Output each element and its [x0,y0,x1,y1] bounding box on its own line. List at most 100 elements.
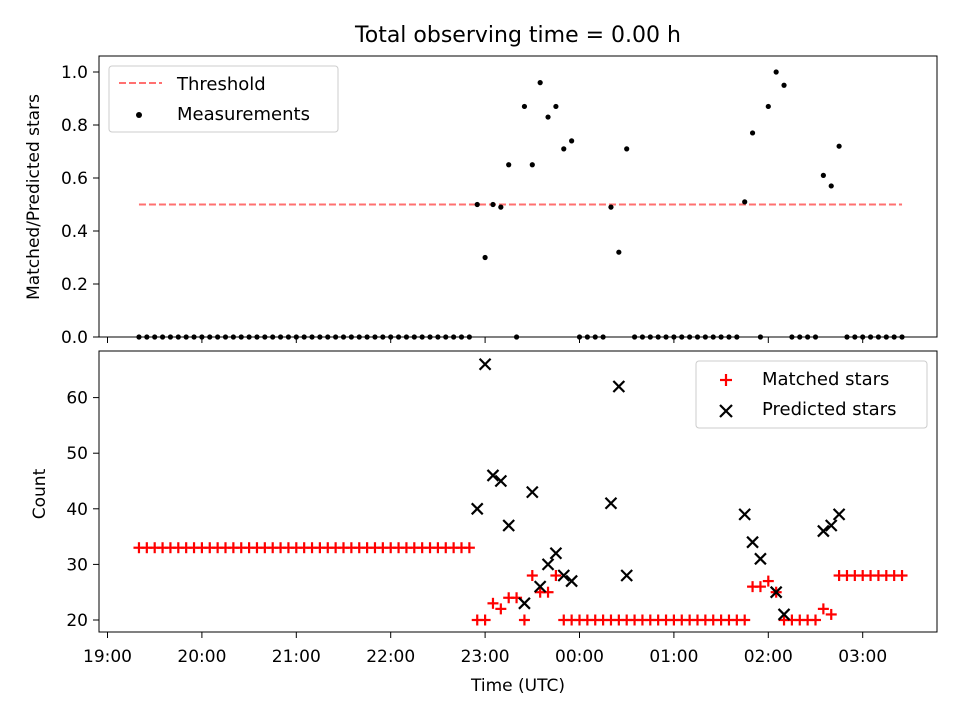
bottom-x-tick: 19:00 [83,632,132,667]
chart-title: Total observing time = 0.00 h [354,23,681,48]
predicted-legend-swatch [719,404,733,418]
predicted-star-point [754,552,767,566]
bottom-x-ticks: 19:00 20:00 21:00 22:00 23:00 00:00 01:00 02:00… [83,632,887,667]
predicted-star-point [769,585,783,599]
top-x-ticks [107,337,864,343]
predicted-star-point [486,469,500,482]
measurement-point [506,162,512,168]
measurement-point [608,204,614,210]
matched-star-point [762,575,774,587]
bottom-legend-box [695,360,928,429]
predicted-star-point [620,569,633,582]
predicted-star-point [817,524,830,538]
matched-star-point [487,597,499,609]
top-y-tick: 1.0 [61,63,99,83]
matched-legend-swatch [720,374,732,386]
bottom-x-tick-label: 22:00 [366,647,415,667]
predicted-star-point [518,597,531,610]
predicted-star-point [470,502,484,516]
matched-star-point [463,542,475,554]
predicted-star-point [824,519,838,532]
matched-star-point [495,603,507,615]
matched-star-point [810,614,821,626]
predicted-star-point [604,496,618,510]
bottom-x-tick: 21:00 [272,632,321,667]
measurement-point [749,130,756,136]
top-axes-frame [98,55,938,338]
top-y-tick-label: 0.4 [61,222,88,242]
top-y-tick-label: 0.6 [61,169,88,189]
measurement-point [545,114,551,120]
bottom-y-tick-label: 20 [66,611,88,631]
bottom-x-tick: 23:00 [461,632,510,667]
predicted-star-point [526,485,539,499]
matched-star-point [518,614,530,626]
predicted-star-point [832,508,846,521]
measurement-point [820,172,826,178]
predicted-star-point [746,535,759,549]
measurement-point [553,103,559,110]
top-y-tick-label: 0.0 [61,328,88,348]
measurement-point [490,201,496,208]
top-y-tick: 0.6 [61,169,99,189]
bottom-y-tick-label: 50 [66,444,88,464]
measurements-legend-label: Measurements [177,104,310,125]
top-y-tick-label: 0.2 [61,275,88,295]
predicted-star-point [541,558,555,571]
bottom-legend: Matched stars Predicted stars [695,360,928,429]
bottom-y-tick: 60 [66,389,99,409]
bottom-x-tick-label: 19:00 [83,647,132,667]
top-y-ticks: 0.0 0.2 0.4 0.6 0.8 1.0 [61,63,99,348]
measurement-point [482,254,488,261]
matched-star-point [479,614,491,626]
measurement-point [765,103,771,110]
measurement-point [537,80,543,86]
matched-star-point [825,608,837,620]
matched-legend-label: Matched stars [762,369,889,390]
matched-star-point [817,603,829,615]
bottom-x-tick-label: 23:00 [461,647,510,667]
top-y-tick-label: 1.0 [61,63,88,83]
bottom-y-tick-label: 60 [66,389,88,409]
bottom-x-tick: 22:00 [366,632,415,667]
predicted-star-point [777,608,791,621]
bottom-x-tick: 02:00 [744,632,793,667]
measurement-point [569,138,575,144]
measurement-point [624,146,630,152]
matched-star-point [526,570,538,582]
measurement-point [498,204,504,210]
bottom-x-tick-label: 03:00 [838,647,887,667]
predicted-star-point [565,574,578,588]
top-y-tick: 0.0 [61,328,99,348]
measurements-legend-swatch [136,112,142,118]
measurement-point [781,82,787,88]
predicted-star-point [478,357,492,371]
bottom-axes-frame [98,350,938,633]
measurement-point [828,183,834,189]
top-legend: Threshold Measurements [108,65,339,133]
measurement-point [561,146,567,152]
predicted-legend-label: Predicted stars [762,399,896,420]
predicted-star-point [494,474,508,488]
measurement-point [616,249,622,255]
bottom-plot-marks [133,357,908,626]
bottom-y-tick: 30 [66,555,99,575]
measurement-point [773,69,779,75]
predicted-star-point [533,580,547,593]
bottom-y-tick: 50 [66,444,99,464]
bottom-x-tick-label: 20:00 [177,647,226,667]
bottom-y-axis-label: Count [30,468,50,519]
measurement-point [529,162,535,168]
predicted-star-point [738,508,751,521]
bottom-x-tick: 01:00 [649,632,698,667]
top-y-axis-label: Matched/Predicted stars [24,94,44,300]
matched-star-point [739,614,751,626]
measurement-point [521,103,528,110]
matched-star-point [550,570,562,582]
bottom-y-tick-label: 40 [66,500,88,520]
bottom-y-tick: 20 [66,611,99,631]
bottom-y-tick-label: 30 [66,555,88,575]
bottom-x-tick: 03:00 [838,632,887,667]
bottom-x-tick-label: 21:00 [272,647,321,667]
